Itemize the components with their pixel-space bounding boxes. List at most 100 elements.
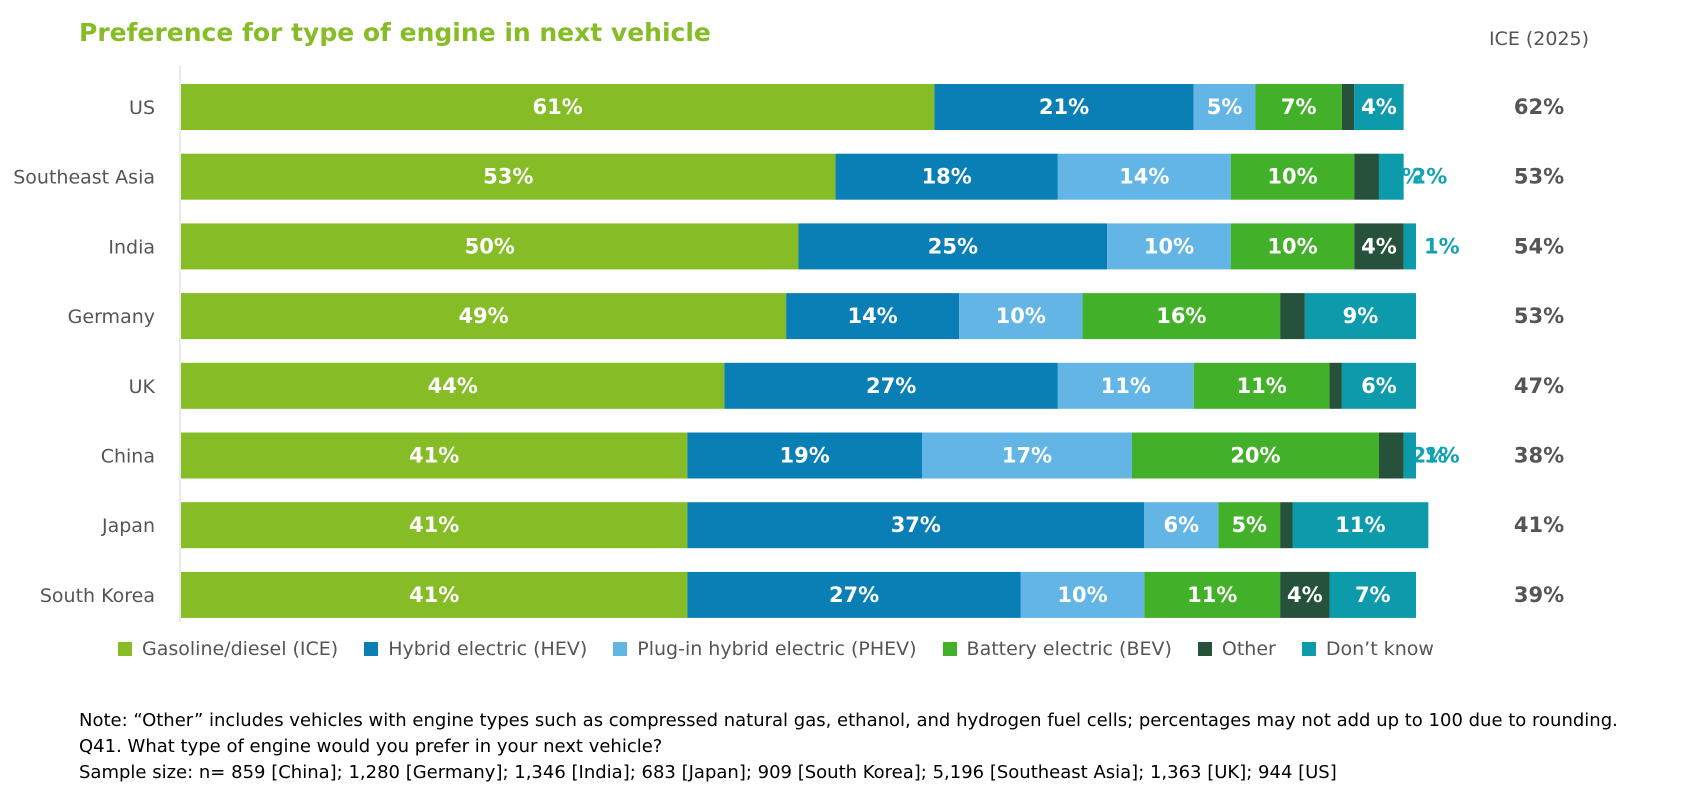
bar-southeast-asia-plug-in-hybrid-electric-phev bbox=[1057, 153, 1231, 200]
bar-us-hybrid-electric-hev bbox=[934, 84, 1194, 130]
legend-label-other: Other bbox=[1221, 638, 1276, 660]
bar-germany-don-t-know bbox=[1304, 293, 1416, 340]
data-label-china-plug-in-hybrid-electric-phev: 17% bbox=[1002, 444, 1052, 468]
bars-layer: US 61% 21% 5% 7% 1% 4% 62% Southeast Asia 53% 18% 1… bbox=[13, 84, 1564, 618]
legend-swatch-don-t-know bbox=[1301, 642, 1316, 656]
bar-china-battery-electric-bev bbox=[1131, 432, 1379, 479]
data-label-china-hybrid-electric-hev: 19% bbox=[780, 444, 830, 468]
data-label-germany-battery-electric-bev: 16% bbox=[1156, 304, 1206, 328]
category-label-southeast-asia: Southeast Asia bbox=[13, 167, 155, 189]
bar-japan-don-t-know bbox=[1292, 502, 1429, 549]
sample-size-text: Sample size: n= 859 [China]; 1,280 [Germ… bbox=[79, 762, 1337, 783]
ice-2025-value-germany: 53% bbox=[1514, 304, 1564, 328]
ice-2025-value-southeast-asia: 53% bbox=[1514, 165, 1564, 189]
bar-south-korea-gasoline-diesel-ice bbox=[181, 571, 688, 618]
data-label-us-gasoline-diesel-ice: 61% bbox=[533, 95, 583, 119]
data-label-germany-plug-in-hybrid-electric-phev: 10% bbox=[996, 304, 1046, 328]
legend-label-plug-in-hybrid-electric-phev: Plug-in hybrid electric (PHEV) bbox=[637, 638, 917, 660]
category-label-japan: Japan bbox=[101, 515, 155, 537]
data-label-india-other: 4% bbox=[1361, 234, 1397, 258]
legend-swatch-plug-in-hybrid-electric-phev bbox=[613, 642, 628, 656]
bar-japan-other bbox=[1280, 502, 1293, 549]
legend-label-gasoline-diesel-ice: Gasoline/diesel (ICE) bbox=[142, 638, 339, 660]
category-label-germany: Germany bbox=[68, 306, 155, 328]
data-label-india-don-t-know: 1% bbox=[1424, 234, 1460, 258]
bar-india-hybrid-electric-hev bbox=[798, 223, 1108, 270]
bar-south-korea-battery-electric-bev bbox=[1144, 571, 1281, 618]
legend-swatch-gasoline-diesel-ice bbox=[118, 642, 132, 656]
note-text: Note: “Other” includes vehicles with eng… bbox=[79, 710, 1618, 731]
data-label-us-hybrid-electric-hev: 21% bbox=[1039, 95, 1089, 119]
data-label-us-battery-electric-bev: 7% bbox=[1281, 95, 1317, 119]
data-label-china-other: 2% bbox=[1412, 444, 1448, 468]
bar-south-korea-plug-in-hybrid-electric-phev bbox=[1020, 571, 1145, 618]
data-label-germany-gasoline-diesel-ice: 49% bbox=[458, 304, 508, 328]
data-label-southeast-asia-plug-in-hybrid-electric-phev: 14% bbox=[1119, 165, 1169, 189]
data-label-japan-don-t-know: 11% bbox=[1335, 513, 1385, 537]
bar-china-plug-in-hybrid-electric-phev bbox=[922, 432, 1132, 479]
legend-label-hybrid-electric-hev: Hybrid electric (HEV) bbox=[388, 638, 588, 660]
data-label-germany-hybrid-electric-hev: 14% bbox=[847, 304, 897, 328]
legend-swatch-battery-electric-bev bbox=[942, 642, 957, 656]
data-label-china-don-t-know: 1% bbox=[1424, 444, 1460, 468]
bar-germany-hybrid-electric-hev bbox=[786, 293, 960, 340]
bar-india-don-t-know bbox=[1403, 223, 1416, 270]
data-label-uk-don-t-know: 6% bbox=[1361, 374, 1397, 398]
data-label-south-korea-hybrid-electric-hev: 27% bbox=[829, 583, 879, 607]
bar-us-don-t-know bbox=[1354, 84, 1404, 130]
notes: Note: “Other” includes vehicles with eng… bbox=[79, 708, 1618, 786]
data-label-southeast-asia-battery-electric-bev: 10% bbox=[1267, 165, 1317, 189]
bar-india-gasoline-diesel-ice bbox=[181, 223, 799, 270]
category-label-india: India bbox=[108, 236, 155, 258]
legend-item-other: Other bbox=[1197, 638, 1276, 660]
bar-uk-gasoline-diesel-ice bbox=[181, 362, 725, 409]
legend-swatch-other bbox=[1197, 642, 1212, 656]
data-label-india-gasoline-diesel-ice: 50% bbox=[465, 234, 515, 258]
bar-uk-other bbox=[1329, 362, 1342, 409]
bar-india-other bbox=[1354, 223, 1404, 270]
data-label-southeast-asia-don-t-know: 2% bbox=[1412, 165, 1448, 189]
data-label-china-gasoline-diesel-ice: 41% bbox=[409, 444, 459, 468]
legend-item-don-t-know: Don’t know bbox=[1301, 638, 1434, 660]
data-label-india-hybrid-electric-hev: 25% bbox=[928, 234, 978, 258]
ice-2025-value-japan: 41% bbox=[1514, 513, 1564, 537]
bar-japan-hybrid-electric-hev bbox=[687, 502, 1145, 549]
category-label-china: China bbox=[101, 446, 155, 468]
ice-2025-value-india: 54% bbox=[1514, 234, 1564, 258]
bar-south-korea-don-t-know bbox=[1329, 571, 1416, 618]
legend-item-battery-electric-bev: Battery electric (BEV) bbox=[942, 638, 1172, 660]
bar-us-plug-in-hybrid-electric-phev bbox=[1193, 84, 1256, 130]
chart-title: Preference for type of engine in next ve… bbox=[79, 18, 711, 47]
category-label-uk: UK bbox=[129, 376, 156, 398]
data-label-germany-don-t-know: 9% bbox=[1343, 304, 1379, 328]
legend-swatch-hybrid-electric-hev bbox=[364, 642, 379, 656]
bar-japan-plug-in-hybrid-electric-phev bbox=[1144, 502, 1219, 549]
ice-2025-value-uk: 47% bbox=[1514, 374, 1564, 398]
bar-china-hybrid-electric-hev bbox=[687, 432, 922, 479]
legend: Gasoline/diesel (ICE) Hybrid electric (HE… bbox=[118, 638, 1460, 660]
legend-item-hybrid-electric-hev: Hybrid electric (HEV) bbox=[364, 638, 587, 660]
bar-southeast-asia-hybrid-electric-hev bbox=[835, 153, 1058, 200]
bar-southeast-asia-don-t-know bbox=[1378, 153, 1404, 200]
stacked-bar-chart: US 61% 21% 5% 7% 1% 4% 62% Southeast Asia 53% 18% 1… bbox=[13, 28, 1589, 622]
bar-south-korea-hybrid-electric-hev bbox=[687, 571, 1021, 618]
bar-uk-don-t-know bbox=[1341, 362, 1416, 409]
legend-label-don-t-know: Don’t know bbox=[1325, 638, 1434, 660]
data-label-us-don-t-know: 4% bbox=[1361, 95, 1397, 119]
bar-south-korea-other bbox=[1280, 571, 1330, 618]
data-label-india-battery-electric-bev: 10% bbox=[1267, 234, 1317, 258]
bar-us-battery-electric-bev bbox=[1255, 84, 1342, 130]
legend-item-plug-in-hybrid-electric-phev: Plug-in hybrid electric (PHEV) bbox=[613, 638, 917, 660]
ice-2025-value-south-korea: 39% bbox=[1514, 583, 1564, 607]
bar-germany-gasoline-diesel-ice bbox=[181, 293, 787, 340]
data-label-japan-gasoline-diesel-ice: 41% bbox=[409, 513, 459, 537]
bar-india-battery-electric-bev bbox=[1230, 223, 1355, 270]
bar-us-other bbox=[1341, 84, 1355, 130]
bar-uk-hybrid-electric-hev bbox=[724, 362, 1058, 409]
data-label-south-korea-plug-in-hybrid-electric-phev: 10% bbox=[1057, 583, 1107, 607]
bar-uk-battery-electric-bev bbox=[1193, 362, 1330, 409]
data-label-japan-hybrid-electric-hev: 37% bbox=[891, 513, 941, 537]
data-label-uk-hybrid-electric-hev: 27% bbox=[866, 374, 916, 398]
legend-label-battery-electric-bev: Battery electric (BEV) bbox=[966, 638, 1172, 660]
data-label-south-korea-don-t-know: 7% bbox=[1355, 583, 1391, 607]
